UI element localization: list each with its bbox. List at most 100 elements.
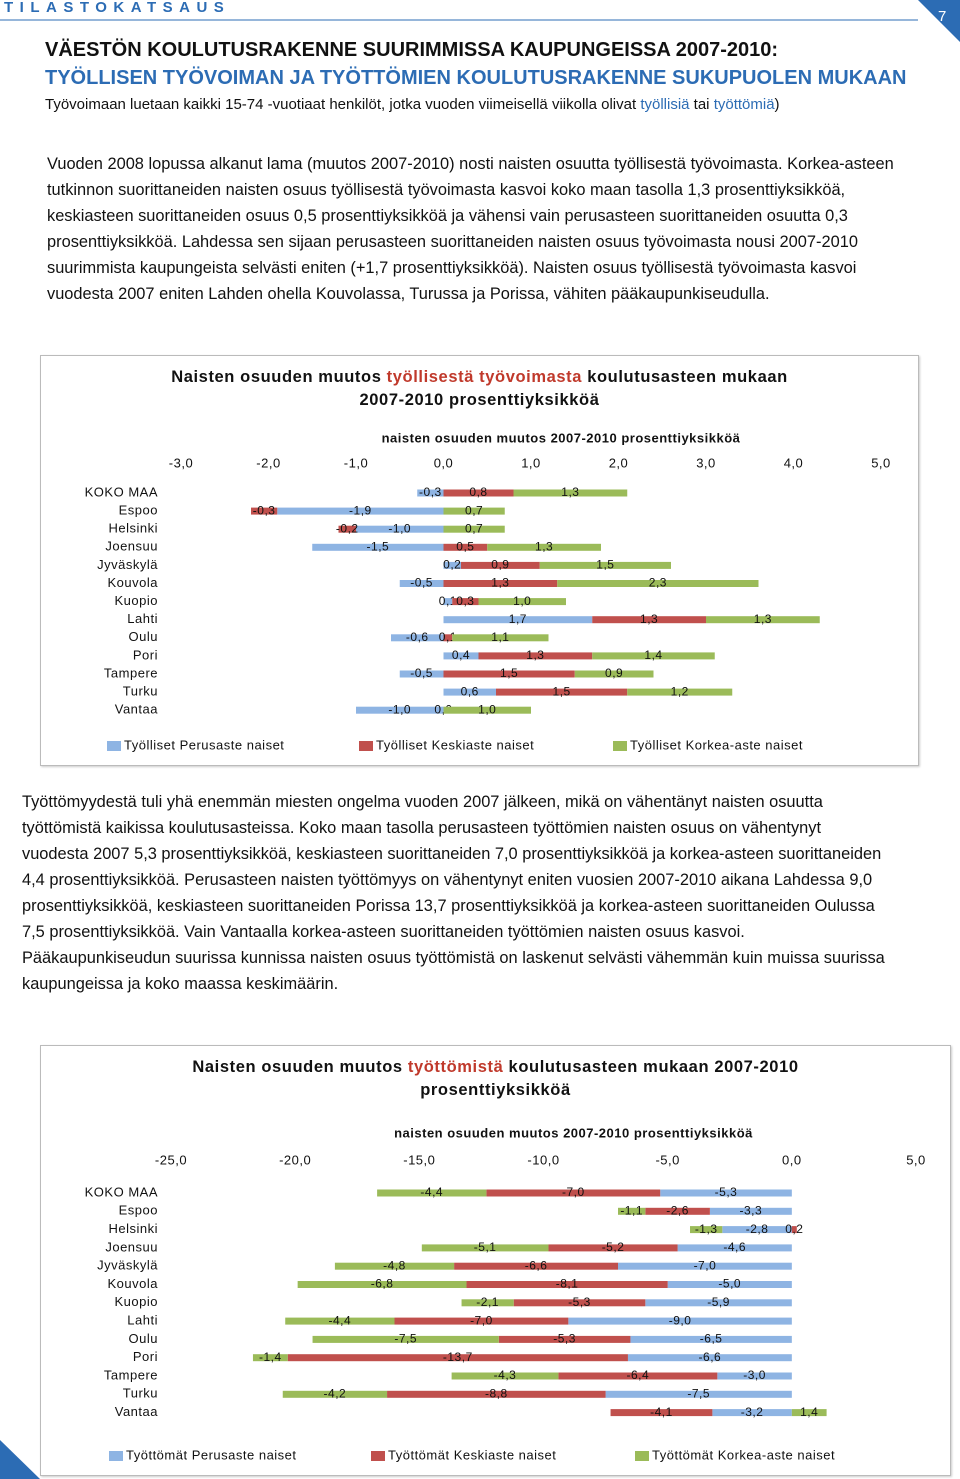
bar <box>399 670 444 678</box>
value-label: -1,3 <box>695 1222 718 1236</box>
value-label: -5,3 <box>553 1332 576 1346</box>
bar <box>297 1281 467 1288</box>
intro-text: työllisiä <box>640 96 690 113</box>
value-label: 0,2 <box>443 558 461 572</box>
bar <box>660 1189 792 1197</box>
x-tick-label: 5,0 <box>906 1152 926 1167</box>
category-label: Tampere <box>104 1367 158 1382</box>
value-label: -4,2 <box>324 1386 347 1400</box>
value-label: -1,0 <box>388 521 411 535</box>
category-label: Oulu <box>129 1331 158 1346</box>
category-label: Joensuu <box>105 539 158 554</box>
plot: naisten osuuden muutos 2007-2010 prosent… <box>85 1125 926 1462</box>
x-tick-label: -3,0 <box>169 455 193 470</box>
bar <box>548 1244 678 1252</box>
bar <box>722 1226 792 1234</box>
value-label: 1,5 <box>553 684 571 698</box>
value-label: -3,0 <box>743 1368 766 1382</box>
value-label: -3,3 <box>740 1203 763 1217</box>
chart-title-part: koulutusasteen mukaan 2007-2010 prosentt… <box>359 368 788 409</box>
bar <box>791 1409 827 1417</box>
category-label: Espoo <box>119 503 158 518</box>
chart: Naisten osuuden muutos työllisestä työvo… <box>40 355 919 766</box>
category-label: Oulu <box>129 629 158 644</box>
category-label: Pori <box>133 647 158 662</box>
bar <box>443 706 531 714</box>
bar <box>574 670 654 678</box>
page-number: 7 <box>938 8 947 25</box>
bar <box>356 706 444 714</box>
bar <box>391 634 444 642</box>
brand: TILASTOKATSAUS <box>4 0 231 16</box>
value-label: -3,2 <box>741 1405 764 1419</box>
value-label: -8,8 <box>485 1386 508 1400</box>
value-label: -6,4 <box>627 1368 650 1382</box>
value-label: -7,5 <box>687 1386 710 1400</box>
paragraph: Työttömyydestä tuli yhä enemmän miesten … <box>22 793 885 993</box>
value-label: 1,5 <box>500 666 518 680</box>
value-label: 1,3 <box>561 485 579 499</box>
category-label: Jyväskylä <box>97 1258 158 1273</box>
value-label: 0,3 <box>456 594 474 608</box>
chart-title-part: työttömistä <box>407 1058 504 1076</box>
bar <box>399 580 444 587</box>
value-label: 0,7 <box>465 521 483 535</box>
x-tick-label: 3,0 <box>696 455 716 470</box>
bar <box>421 1244 549 1252</box>
value-label: 1,7 <box>509 612 527 626</box>
bar <box>627 688 733 696</box>
intro-text: Työvoimaan luetaan kaikki 15-74 -vuotiaa… <box>45 96 641 113</box>
value-label: 2,3 <box>649 576 667 590</box>
value-label: -5,2 <box>602 1240 625 1254</box>
value-label: -13,7 <box>443 1350 473 1364</box>
category-label: KOKO MAA <box>85 1184 158 1199</box>
value-label: -9,0 <box>669 1313 692 1327</box>
category-label: Jyväskylä <box>97 557 158 572</box>
legend-swatch <box>359 741 373 751</box>
value-label: -7,5 <box>394 1332 417 1346</box>
bar <box>677 1244 792 1252</box>
bar <box>312 543 444 551</box>
x-tick-label: -5,0 <box>655 1152 679 1167</box>
bar <box>443 507 505 515</box>
bar <box>282 1390 388 1398</box>
bar <box>717 1372 792 1380</box>
bar <box>486 1189 661 1197</box>
bar <box>592 616 706 624</box>
bar <box>461 561 540 569</box>
bar <box>334 1262 455 1270</box>
bar <box>451 1372 559 1380</box>
bar <box>618 1207 646 1215</box>
bar <box>513 1299 646 1307</box>
value-label: 0,8 <box>469 485 487 499</box>
paragraph: Vuoden 2008 lopussa alkanut lama (muutos… <box>47 155 894 303</box>
bar <box>387 1390 606 1398</box>
value-label: 0,7 <box>465 503 483 517</box>
x-tick-label: 0,0 <box>782 1152 802 1167</box>
intro-text: ) <box>774 96 780 113</box>
value-label: -5,3 <box>568 1295 591 1309</box>
x-tick-label: 4,0 <box>784 455 804 470</box>
chart-title-part: koulutusasteen mukaan 2007-2010 prosentt… <box>420 1058 799 1099</box>
value-label: -1,1 <box>620 1203 643 1217</box>
value-label: 1,0 <box>513 594 531 608</box>
bar <box>356 525 444 533</box>
bar <box>618 1262 792 1270</box>
x-tick-label: -1,0 <box>344 455 368 470</box>
value-label: -6,6 <box>699 1350 722 1364</box>
bar <box>461 1299 514 1307</box>
value-label: -7,0 <box>562 1185 585 1199</box>
heading-subtitle: TYÖLLISEN TYÖVOIMAN JA TYÖTTÖMIEN KOULUT… <box>45 67 907 89</box>
x-tick-label: -25,0 <box>155 1152 187 1167</box>
value-label: 0,5 <box>456 539 474 553</box>
value-label: 1,0 <box>478 702 496 716</box>
legend-label: Työttömät Perusaste naiset <box>126 1447 297 1462</box>
bar <box>592 652 715 660</box>
bar <box>466 1281 668 1288</box>
value-label: -5,0 <box>718 1277 741 1291</box>
value-label: -1,0 <box>388 702 411 716</box>
bar <box>454 1262 618 1270</box>
value-label: -5,3 <box>715 1185 738 1199</box>
